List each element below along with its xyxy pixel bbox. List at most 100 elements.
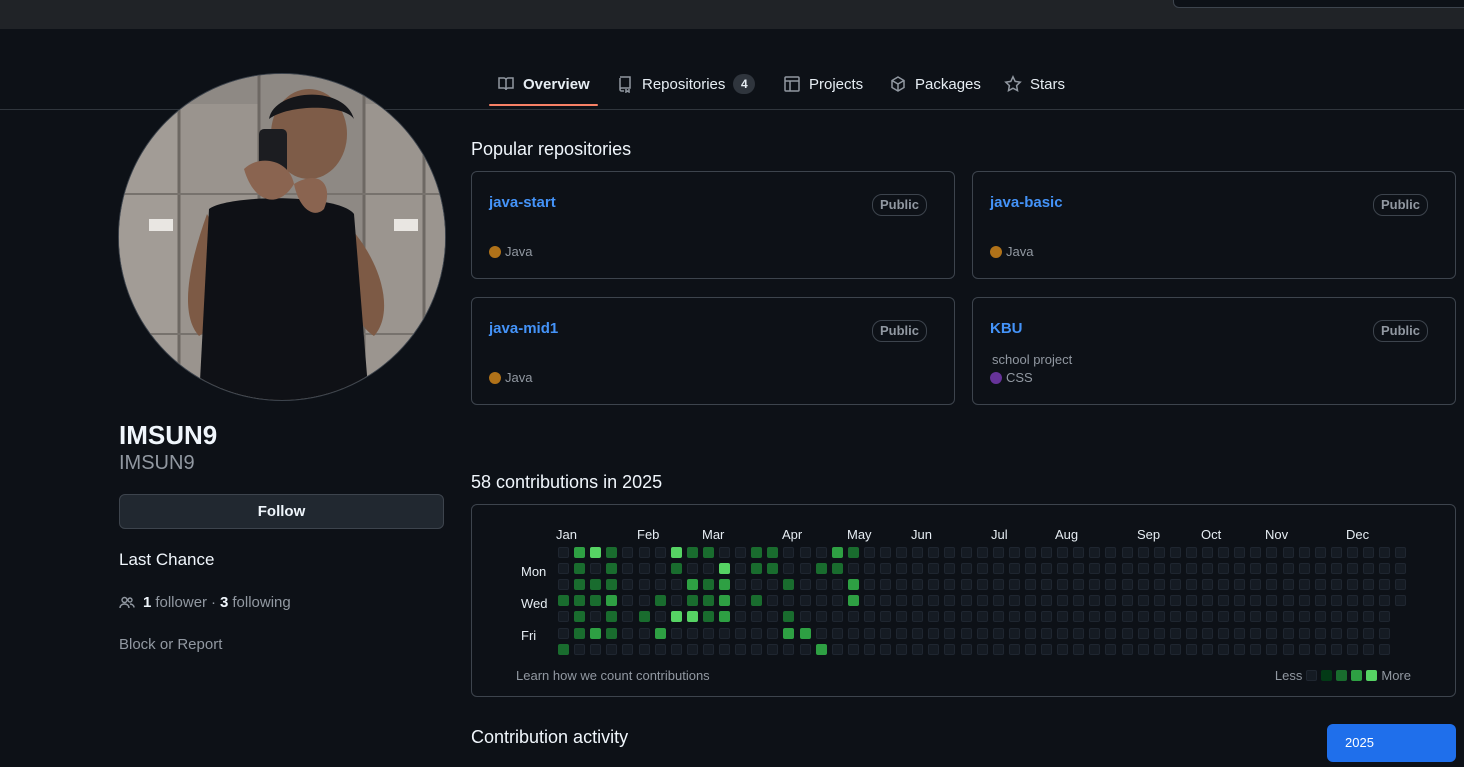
contribution-day[interactable] [1314, 595, 1326, 607]
contribution-day[interactable] [1008, 643, 1020, 655]
contribution-day[interactable] [1024, 579, 1036, 591]
contribution-day[interactable] [1363, 627, 1374, 639]
contribution-day[interactable] [847, 579, 859, 591]
contribution-day[interactable] [1153, 611, 1165, 623]
contribution-day[interactable] [767, 563, 779, 575]
contribution-day[interactable] [1041, 579, 1052, 591]
contribution-day[interactable] [1024, 563, 1036, 575]
contribution-day[interactable] [992, 611, 1004, 623]
contribution-day[interactable] [831, 643, 843, 655]
contribution-day[interactable] [638, 611, 650, 623]
contribution-day[interactable] [1057, 627, 1069, 639]
contribution-day[interactable] [751, 643, 763, 655]
contribution-day[interactable] [590, 611, 602, 623]
contribution-day[interactable] [1314, 547, 1326, 558]
contribution-day[interactable] [815, 595, 827, 607]
contribution-day[interactable] [1298, 643, 1310, 655]
contribution-day[interactable] [606, 563, 618, 575]
contribution-day[interactable] [1346, 563, 1358, 575]
contribution-day[interactable] [735, 563, 747, 575]
search-input[interactable] [1173, 0, 1464, 8]
contribution-day[interactable] [1041, 643, 1052, 655]
contribution-day[interactable] [1185, 579, 1197, 591]
contribution-day[interactable] [1105, 563, 1117, 575]
contribution-day[interactable] [815, 579, 827, 591]
contribution-day[interactable] [896, 643, 908, 655]
contribution-day[interactable] [912, 611, 924, 623]
contribution-day[interactable] [1282, 627, 1294, 639]
contribution-day[interactable] [1185, 547, 1197, 558]
contribution-day[interactable] [574, 547, 586, 558]
following-link[interactable]: following [232, 594, 291, 611]
contribution-day[interactable] [880, 563, 891, 575]
contribution-day[interactable] [670, 643, 682, 655]
contribution-day[interactable] [960, 611, 972, 623]
contribution-day[interactable] [1202, 563, 1213, 575]
contribution-day[interactable] [1137, 595, 1149, 607]
tab-projects[interactable]: Projects [783, 70, 863, 98]
contribution-day[interactable] [1395, 595, 1407, 607]
contribution-day[interactable] [1121, 547, 1133, 558]
contribution-day[interactable] [1266, 643, 1278, 655]
contribution-day[interactable] [815, 643, 827, 655]
contribution-day[interactable] [1266, 611, 1278, 623]
contribution-day[interactable] [1202, 627, 1213, 639]
contribution-day[interactable] [831, 627, 843, 639]
contribution-day[interactable] [622, 579, 634, 591]
tab-repositories[interactable]: Repositories 4 [616, 70, 756, 98]
contribution-day[interactable] [702, 547, 714, 558]
contribution-day[interactable] [1266, 547, 1278, 558]
contribution-day[interactable] [1346, 547, 1358, 558]
contribution-day[interactable] [1169, 627, 1181, 639]
contribution-day[interactable] [719, 643, 730, 655]
contribution-day[interactable] [1153, 563, 1165, 575]
contribution-day[interactable] [574, 627, 586, 639]
contribution-day[interactable] [847, 563, 859, 575]
contribution-day[interactable] [1121, 595, 1133, 607]
contribution-day[interactable] [1073, 643, 1085, 655]
contribution-day[interactable] [606, 547, 618, 558]
contribution-day[interactable] [1234, 627, 1246, 639]
contribution-day[interactable] [1153, 627, 1165, 639]
contribution-day[interactable] [1073, 611, 1085, 623]
contribution-day[interactable] [1008, 611, 1020, 623]
contribution-day[interactable] [928, 611, 940, 623]
contribution-day[interactable] [912, 627, 924, 639]
contribution-day[interactable] [622, 611, 634, 623]
contribution-day[interactable] [702, 611, 714, 623]
contribution-day[interactable] [767, 627, 779, 639]
contribution-day[interactable] [622, 643, 634, 655]
contribution-day[interactable] [1041, 595, 1052, 607]
contribution-day[interactable] [863, 563, 875, 575]
contribution-day[interactable] [1041, 563, 1052, 575]
contribution-day[interactable] [783, 611, 795, 623]
contribution-day[interactable] [1073, 595, 1085, 607]
contribution-day[interactable] [1330, 643, 1342, 655]
contribution-day[interactable] [1008, 547, 1020, 558]
contribution-day[interactable] [1234, 595, 1246, 607]
contribution-day[interactable] [831, 563, 843, 575]
contribution-day[interactable] [751, 547, 763, 558]
year-selector-2025[interactable]: 2025 [1327, 724, 1456, 762]
contribution-day[interactable] [1137, 563, 1149, 575]
contribution-day[interactable] [847, 595, 859, 607]
contribution-day[interactable] [558, 579, 569, 591]
contribution-day[interactable] [1379, 563, 1391, 575]
contribution-day[interactable] [767, 547, 779, 558]
contribution-day[interactable] [751, 563, 763, 575]
contribution-day[interactable] [574, 643, 586, 655]
contribution-day[interactable] [880, 547, 891, 558]
contribution-day[interactable] [928, 579, 940, 591]
contribution-day[interactable] [702, 643, 714, 655]
tab-stars[interactable]: Stars [1004, 70, 1065, 98]
contribution-day[interactable] [654, 595, 666, 607]
contribution-day[interactable] [1379, 627, 1391, 639]
contribution-day[interactable] [1202, 579, 1213, 591]
contribution-day[interactable] [1057, 563, 1069, 575]
contribution-day[interactable] [622, 595, 634, 607]
contribution-day[interactable] [896, 547, 908, 558]
contribution-day[interactable] [960, 627, 972, 639]
contribution-day[interactable] [1330, 547, 1342, 558]
contribution-day[interactable] [1266, 627, 1278, 639]
contribution-day[interactable] [574, 595, 586, 607]
